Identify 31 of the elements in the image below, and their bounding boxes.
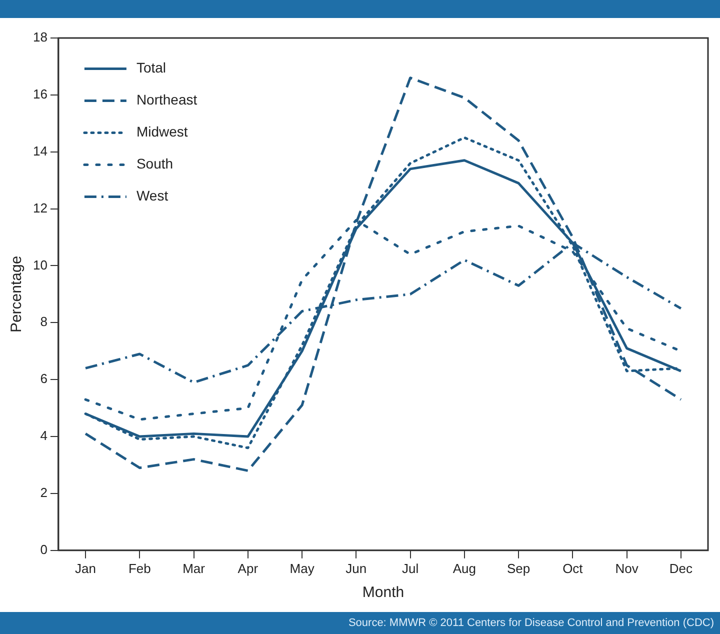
legend-label: South xyxy=(136,156,174,172)
legend-label: Total xyxy=(136,60,166,76)
y-tick-label: 14 xyxy=(32,143,48,158)
y-tick-label: 2 xyxy=(40,485,48,500)
legend-label: Northeast xyxy=(136,92,198,108)
y-tick-label: 16 xyxy=(32,86,48,102)
y-tick-label: 10 xyxy=(32,257,48,272)
legend-label: West xyxy=(136,188,168,204)
x-tick-label: Dec xyxy=(669,560,693,576)
x-tick-label: Jan xyxy=(75,560,96,576)
x-tick-label: Mar xyxy=(182,560,206,576)
y-tick-label: 8 xyxy=(40,314,48,330)
y-tick-label: 4 xyxy=(40,428,48,444)
x-tick-label: Apr xyxy=(238,560,259,576)
x-tick-label: Feb xyxy=(128,560,151,576)
x-tick-label: Jul xyxy=(402,560,419,576)
x-axis-title: Month xyxy=(362,584,404,602)
source-note: Source: MMWR © 2011 Centers for Disease Control and Prevention (CDC) xyxy=(348,617,714,629)
y-tick-label: 6 xyxy=(40,371,48,386)
x-tick-label: Oct xyxy=(562,560,584,576)
y-tick-label: 0 xyxy=(40,542,48,557)
y-tick-label: 12 xyxy=(32,200,48,216)
y-axis-title: Percentage xyxy=(8,256,26,333)
legend-label: Midwest xyxy=(136,124,188,140)
line-series xyxy=(84,76,682,472)
x-tick-label: May xyxy=(290,560,315,576)
x-tick-label: Nov xyxy=(615,560,639,576)
x-tick-label: Sep xyxy=(506,560,530,576)
x-tick-label: Aug xyxy=(452,560,476,576)
x-tick-label: Jun xyxy=(346,560,367,576)
y-tick-label: 18 xyxy=(32,30,48,45)
